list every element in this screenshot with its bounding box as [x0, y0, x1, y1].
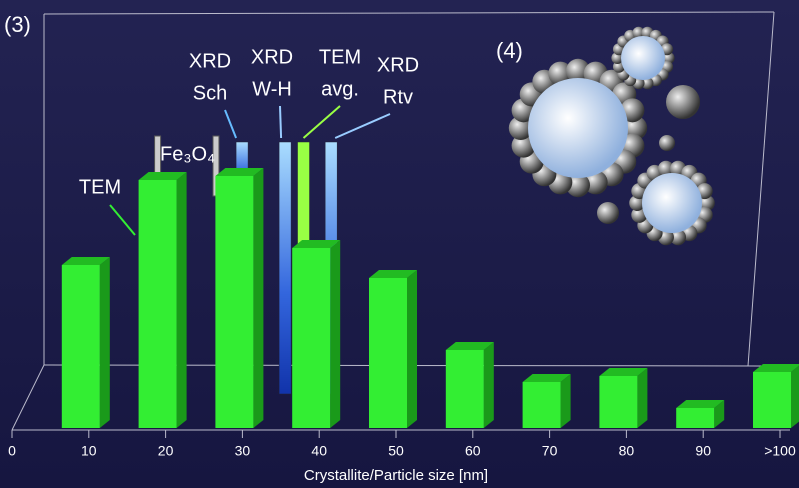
small-particle: [666, 85, 700, 119]
arrow: [280, 106, 281, 138]
bar: [62, 265, 100, 428]
chart: Fe₃O₄ XRD Sch XRD W-H TEM avg. XRD Rtv TEM 0 10 20 30…: [0, 0, 799, 488]
fe-label: Fe₃O₄: [160, 143, 215, 165]
marker-label: XRD: [251, 46, 293, 68]
marker-label: W-H: [252, 78, 292, 100]
marker-label: Sch: [193, 82, 227, 104]
marker-label: TEM: [319, 46, 361, 68]
panel-label: (3): [4, 12, 31, 37]
x-tick-label: 40: [311, 443, 327, 459]
marker-label: XRD: [377, 54, 419, 76]
bar-side: [330, 240, 340, 428]
bar-side: [484, 342, 494, 428]
marker-label: avg.: [321, 78, 359, 100]
bar-side: [253, 168, 263, 428]
bar: [369, 278, 407, 428]
small-particle: [597, 202, 619, 224]
bar: [523, 382, 561, 428]
bar-side: [637, 368, 647, 428]
x-tick-label: 30: [235, 443, 251, 459]
bar-side: [561, 374, 571, 428]
bar: [599, 376, 637, 428]
large-particle: [621, 36, 665, 80]
bar-side: [407, 270, 417, 428]
x-tick-label: 0: [8, 443, 16, 459]
x-tick-label: 50: [388, 443, 404, 459]
x-tick-label: 90: [695, 443, 711, 459]
x-tick-label: 70: [542, 443, 558, 459]
marker-label: Rtv: [383, 86, 413, 108]
large-particle: [528, 78, 628, 178]
x-tick-label: >100: [764, 443, 796, 459]
bar: [139, 180, 177, 428]
marker-label: XRD: [189, 50, 231, 72]
bar: [753, 372, 791, 428]
small-particle: [659, 135, 675, 151]
bar: [446, 350, 484, 428]
inset-label: (4): [496, 38, 523, 63]
large-particle: [642, 173, 702, 233]
marker-bar: [279, 142, 291, 394]
x-axis-label: Crystallite/Particle size [nm]: [304, 467, 488, 484]
bar-side: [791, 364, 799, 428]
x-tick-label: 80: [619, 443, 635, 459]
bar-side: [177, 172, 187, 428]
x-tick-label: 20: [158, 443, 174, 459]
bar: [676, 408, 714, 428]
bar-side: [100, 257, 110, 428]
x-tick-label: 60: [465, 443, 481, 459]
bar: [292, 248, 330, 428]
series-label: TEM: [79, 176, 121, 198]
bar: [215, 176, 253, 428]
x-tick-label: 10: [81, 443, 97, 459]
